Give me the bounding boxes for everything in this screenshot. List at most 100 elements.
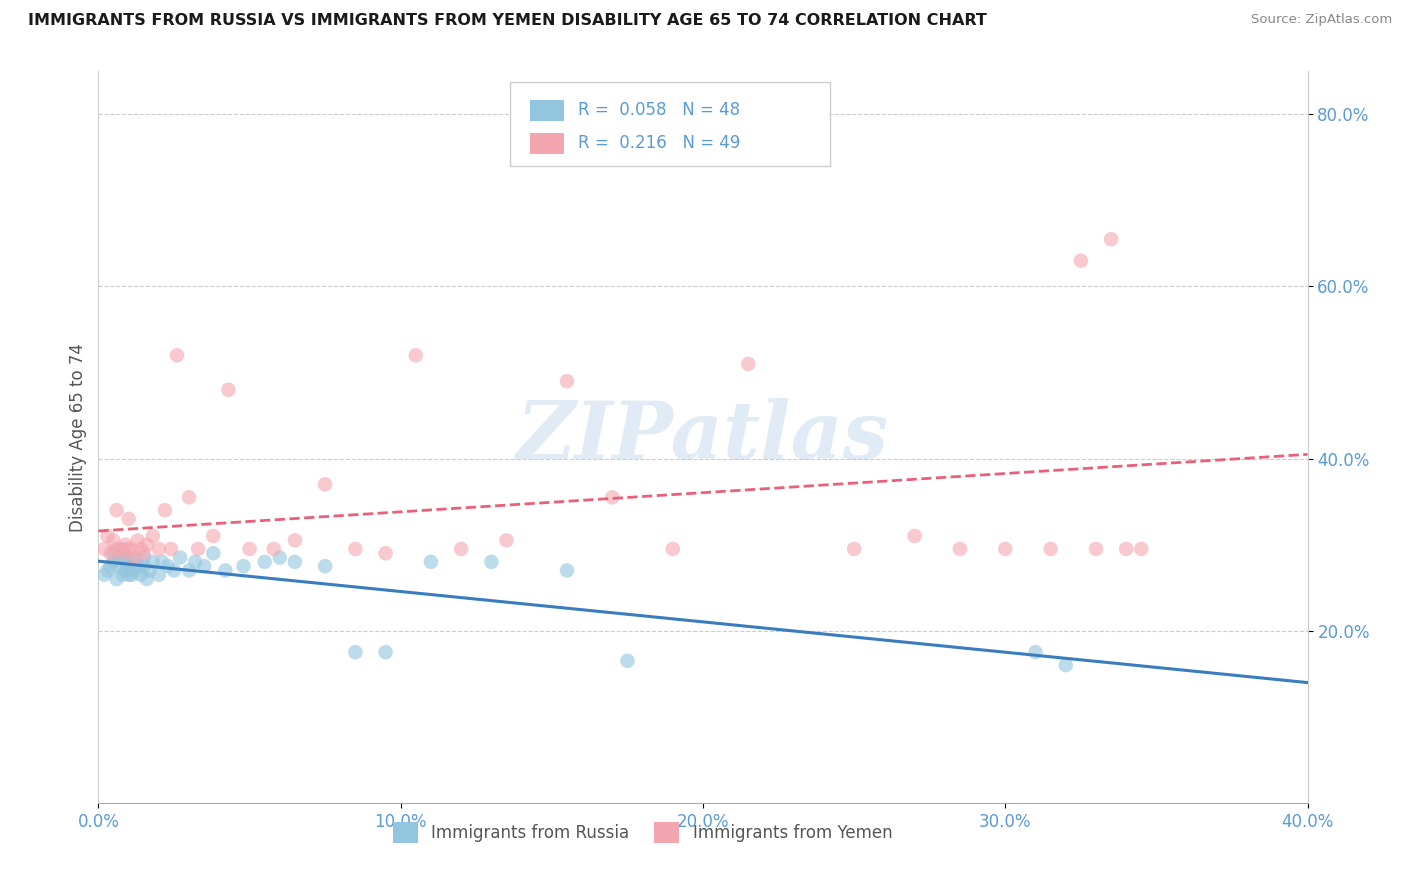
Point — [166, 348, 188, 362]
Point — [1070, 253, 1092, 268]
Point — [127, 533, 149, 548]
Point — [118, 512, 141, 526]
Text: R =  0.216   N = 49: R = 0.216 N = 49 — [578, 135, 741, 153]
Point — [344, 541, 367, 556]
Point — [1024, 645, 1046, 659]
Point — [163, 564, 186, 578]
Point — [193, 559, 215, 574]
Point — [374, 546, 396, 560]
Point — [217, 383, 239, 397]
Point — [949, 541, 972, 556]
Point — [202, 529, 225, 543]
Point — [121, 567, 143, 582]
Point — [450, 541, 472, 556]
Point — [481, 555, 503, 569]
Point — [114, 564, 136, 578]
Point — [284, 533, 307, 548]
Point — [129, 567, 152, 582]
Point — [111, 546, 134, 560]
Point — [1115, 541, 1137, 556]
Point — [93, 567, 115, 582]
Point — [239, 541, 262, 556]
Point — [184, 555, 207, 569]
Point — [555, 374, 578, 388]
Point — [179, 564, 201, 578]
Point — [105, 541, 128, 556]
Point — [103, 533, 125, 548]
Point — [314, 477, 336, 491]
Point — [156, 559, 179, 574]
Point — [132, 546, 155, 560]
Point — [135, 538, 157, 552]
Point — [150, 555, 173, 569]
Point — [844, 541, 866, 556]
Point — [202, 546, 225, 560]
Point — [129, 541, 152, 556]
Point — [1130, 541, 1153, 556]
Point — [111, 567, 134, 582]
Point — [96, 564, 118, 578]
Point — [269, 550, 291, 565]
Point — [253, 555, 276, 569]
FancyBboxPatch shape — [530, 133, 564, 153]
Point — [139, 564, 162, 578]
Point — [124, 555, 146, 569]
Point — [160, 541, 183, 556]
Point — [344, 645, 367, 659]
Point — [142, 529, 165, 543]
Point — [108, 559, 131, 574]
Point — [284, 555, 307, 569]
Point — [495, 533, 517, 548]
Point — [374, 645, 396, 659]
Point — [118, 550, 141, 565]
Text: R =  0.058   N = 48: R = 0.058 N = 48 — [578, 102, 741, 120]
Point — [179, 491, 201, 505]
Point — [555, 564, 578, 578]
Point — [103, 546, 125, 560]
Point — [100, 546, 122, 560]
Point — [1039, 541, 1062, 556]
Point — [103, 555, 125, 569]
Legend: Immigrants from Russia, Immigrants from Yemen: Immigrants from Russia, Immigrants from … — [387, 815, 898, 849]
Point — [661, 541, 683, 556]
Text: Source: ZipAtlas.com: Source: ZipAtlas.com — [1251, 13, 1392, 27]
Point — [214, 564, 236, 578]
Point — [420, 555, 443, 569]
Point — [135, 572, 157, 586]
FancyBboxPatch shape — [530, 100, 564, 120]
Point — [187, 541, 209, 556]
Point — [118, 559, 141, 574]
Point — [1085, 541, 1108, 556]
Point — [994, 541, 1017, 556]
Point — [314, 559, 336, 574]
Point — [148, 541, 170, 556]
Point — [904, 529, 927, 543]
FancyBboxPatch shape — [509, 82, 830, 167]
Point — [169, 550, 191, 565]
Point — [96, 529, 118, 543]
Point — [108, 550, 131, 565]
Point — [602, 491, 624, 505]
Point — [124, 564, 146, 578]
Point — [105, 572, 128, 586]
Point — [132, 550, 155, 565]
Point — [93, 541, 115, 556]
Point — [124, 550, 146, 565]
Point — [111, 541, 134, 556]
Text: ZIPatlas: ZIPatlas — [517, 399, 889, 475]
Point — [1054, 658, 1077, 673]
Point — [114, 538, 136, 552]
Point — [118, 541, 141, 556]
Point — [132, 559, 155, 574]
Point — [114, 555, 136, 569]
Point — [1099, 232, 1122, 246]
Point — [142, 555, 165, 569]
Point — [100, 559, 122, 574]
Point — [127, 559, 149, 574]
Point — [118, 567, 141, 582]
Y-axis label: Disability Age 65 to 74: Disability Age 65 to 74 — [69, 343, 87, 532]
Text: IMMIGRANTS FROM RUSSIA VS IMMIGRANTS FROM YEMEN DISABILITY AGE 65 TO 74 CORRELAT: IMMIGRANTS FROM RUSSIA VS IMMIGRANTS FRO… — [28, 13, 987, 29]
Point — [616, 654, 638, 668]
Point — [148, 567, 170, 582]
Point — [405, 348, 427, 362]
